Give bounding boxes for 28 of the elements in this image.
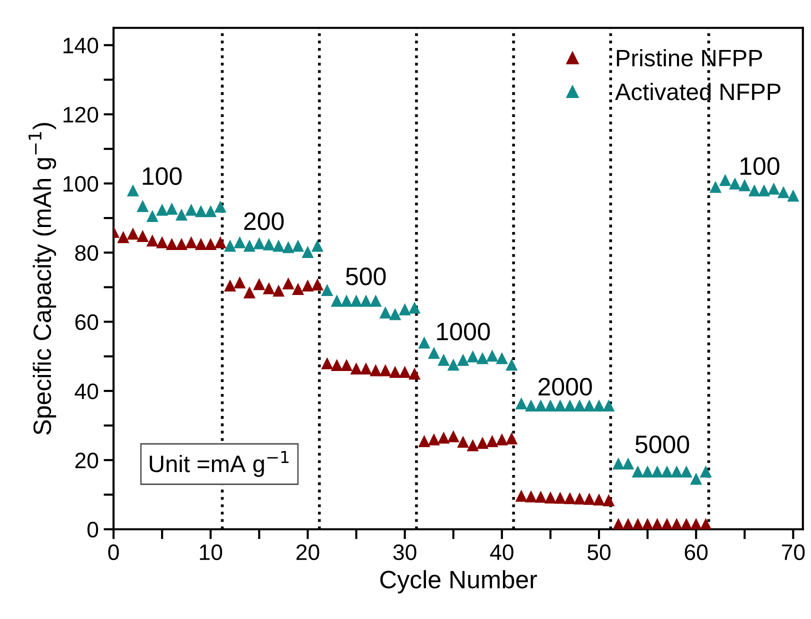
x-tick-label: 50 <box>588 544 610 560</box>
annotation: 500 <box>346 268 386 286</box>
y-tick-label: 140 <box>64 38 98 54</box>
legend-label: Activated NFPP <box>615 82 780 100</box>
x-tick-label: 40 <box>490 544 514 560</box>
y-tick-label: 0 <box>87 522 98 538</box>
legend-label: Pristine NFPP <box>616 49 762 66</box>
x-tick-label: 0 <box>108 544 119 560</box>
y-tick-label: 100 <box>64 176 98 192</box>
annotation: 5000 <box>635 436 690 454</box>
x-tick-label: 10 <box>200 544 222 560</box>
y-tick-label: 40 <box>74 383 98 400</box>
annotation: 100 <box>740 157 780 175</box>
annotation: 2000 <box>538 378 592 396</box>
annotation: Unit =mA g$^{−1}$ <box>150 450 289 477</box>
y-axis-title: Specific Capacity (mAh g$^{−1}$) <box>28 123 56 435</box>
x-tick-label: 20 <box>296 544 320 560</box>
annotation: 100 <box>142 167 182 185</box>
annotation: 200 <box>244 212 284 230</box>
x-axis-title: Cycle Number <box>380 570 537 594</box>
y-tick-label: 20 <box>75 452 98 468</box>
annotation: 1000 <box>437 322 490 340</box>
x-tick-label: 70 <box>782 544 805 560</box>
y-tick-label: 60 <box>75 314 98 330</box>
y-tick-label: 120 <box>64 106 98 123</box>
x-tick-label: 60 <box>684 544 708 560</box>
y-tick-label: 80 <box>75 245 98 261</box>
x-tick-label: 30 <box>393 544 416 560</box>
